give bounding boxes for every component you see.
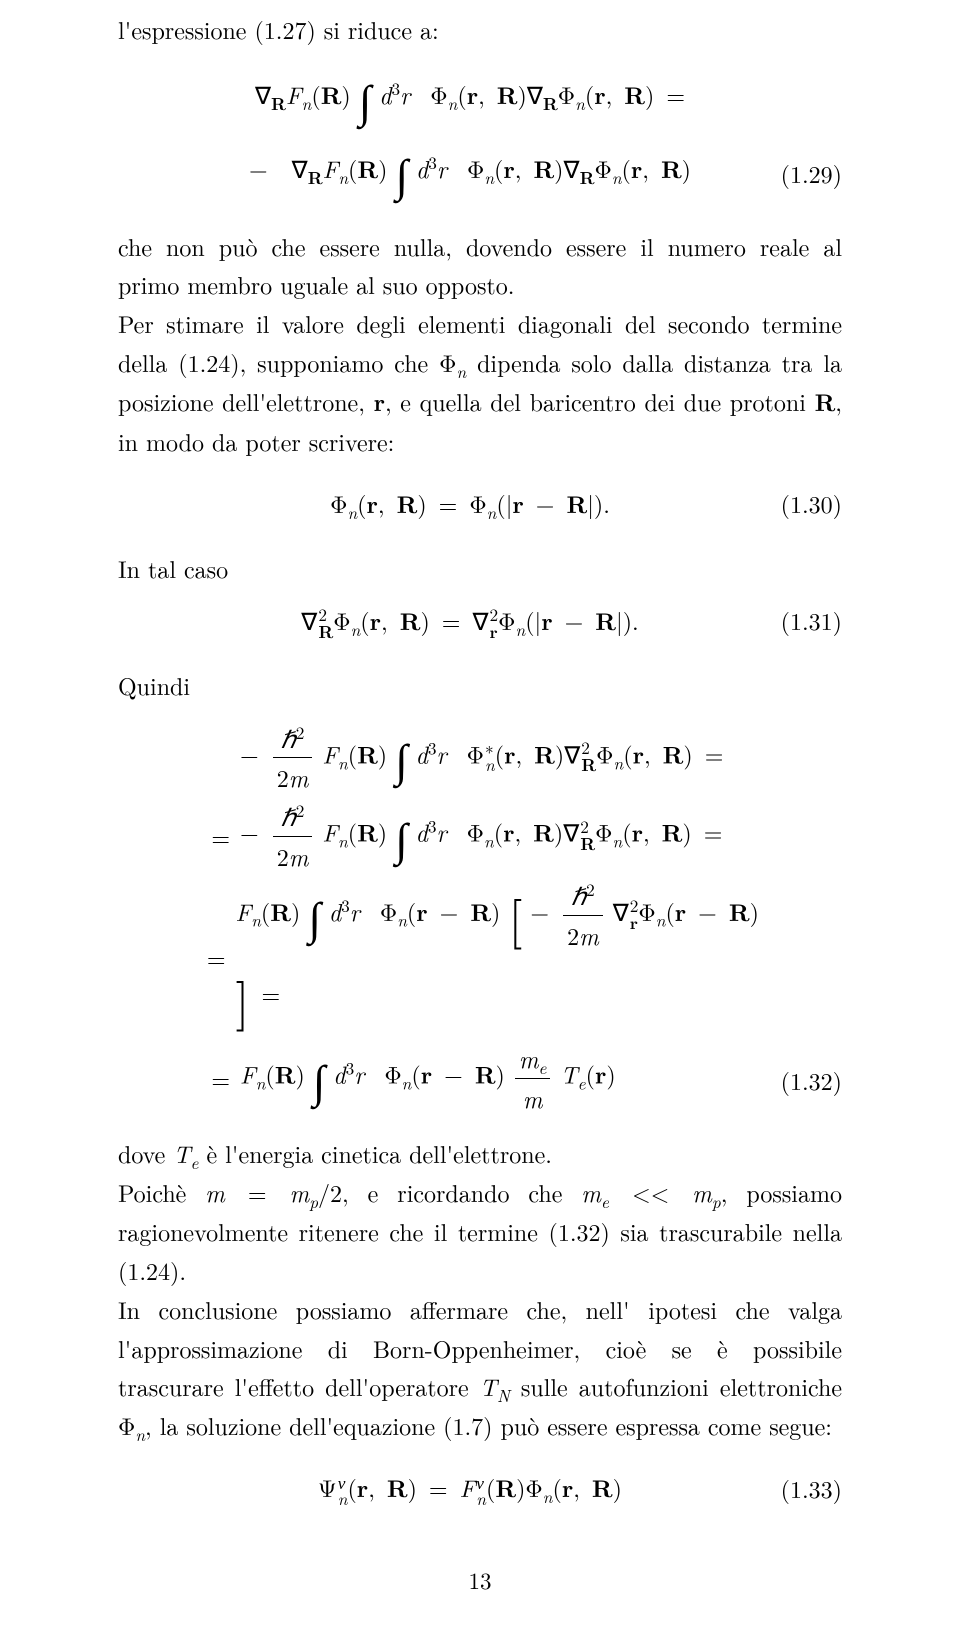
p6c: , la soluzione dell'equazione (1.7) può …	[145, 1408, 832, 1442]
p4b: è l'energia cinetica dell'elettrone.	[198, 1136, 551, 1170]
equation-1-32: − ℏ22m Fn(R) ∫ d3r Φ∗n(r, R)∇2RΦn(r, R) …	[118, 719, 842, 1119]
label-in-tal-caso: In tal caso	[118, 549, 842, 588]
eq-number-1-30: (1.30)	[762, 484, 842, 523]
paragraph-setup-130: Per stimare il valore degli elementi dia…	[118, 304, 842, 461]
eq-number-1-29: (1.29)	[762, 154, 842, 193]
paragraph-after-129: che non può che essere nulla, dovendo es…	[118, 227, 842, 305]
equation-1-29: ∇RFn(R) ∫ d3r Φn(r, R)∇RΦn(r, R) = − ∇RF…	[118, 63, 842, 211]
p4a: dove	[118, 1136, 173, 1170]
page: l'espressione (1.27) si riduce a: ∇RFn(R…	[0, 0, 960, 1638]
p5a: Poichè	[118, 1175, 205, 1209]
equation-1-30: Φn(r, R) = Φn(|r − R|). (1.30)	[118, 475, 842, 533]
paragraph-intro: l'espressione (1.27) si riduce a:	[118, 10, 842, 49]
page-number: 13	[118, 1561, 842, 1598]
eq-number-1-31: (1.31)	[762, 601, 842, 640]
p5b: , e ricordando che	[342, 1175, 581, 1209]
p3c: , e quella del baricentro dei due proton…	[385, 384, 815, 418]
paragraph-after-132-b: Poichè m = mp/2, e ricordando che me << …	[118, 1173, 842, 1290]
label-quindi: Quindi	[118, 666, 842, 705]
paragraph-after-132-a: dove Te è l'energia cinetica dell'elettr…	[118, 1134, 842, 1173]
paragraph-conclusion: In conclusione possiamo affermare che, n…	[118, 1290, 842, 1446]
eq-number-1-33: (1.33)	[762, 1469, 842, 1508]
eq-number-1-32: (1.32)	[762, 1061, 842, 1118]
equation-1-33: Ψνn(r, R) = Fνn(R)Φn(r, R) (1.33)	[118, 1459, 842, 1517]
equation-1-31: ∇2RΦn(r, R) = ∇2rΦn(|r − R|). (1.31)	[118, 592, 842, 650]
